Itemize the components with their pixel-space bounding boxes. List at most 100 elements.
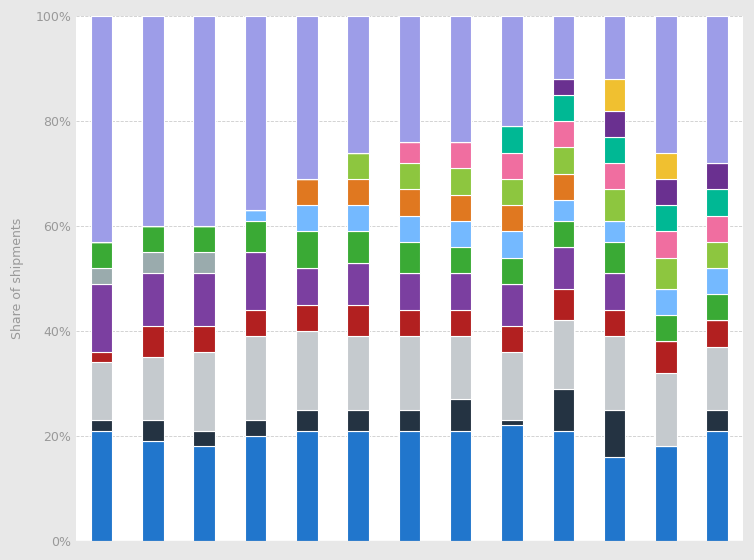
- Bar: [604, 221, 625, 242]
- Bar: [399, 410, 420, 431]
- Bar: [245, 16, 266, 210]
- Bar: [501, 426, 523, 541]
- Bar: [655, 16, 676, 152]
- Bar: [604, 310, 625, 336]
- Bar: [553, 389, 574, 431]
- Bar: [553, 247, 574, 289]
- Bar: [553, 320, 574, 389]
- Bar: [655, 342, 676, 373]
- Bar: [90, 268, 112, 284]
- Bar: [194, 352, 215, 431]
- Bar: [399, 189, 420, 216]
- Bar: [194, 252, 215, 273]
- Bar: [501, 326, 523, 352]
- Bar: [706, 347, 728, 410]
- Bar: [501, 284, 523, 326]
- Bar: [655, 289, 676, 315]
- Bar: [143, 252, 164, 273]
- Bar: [143, 226, 164, 252]
- Bar: [604, 79, 625, 110]
- Bar: [501, 179, 523, 205]
- Bar: [143, 16, 164, 226]
- Bar: [194, 326, 215, 352]
- Bar: [348, 179, 369, 205]
- Bar: [501, 16, 523, 127]
- Bar: [604, 273, 625, 310]
- Bar: [501, 420, 523, 426]
- Bar: [706, 189, 728, 216]
- Bar: [90, 352, 112, 362]
- Bar: [450, 194, 471, 221]
- Bar: [348, 231, 369, 263]
- Bar: [245, 252, 266, 310]
- Bar: [143, 357, 164, 420]
- Bar: [655, 179, 676, 205]
- Bar: [194, 273, 215, 326]
- Bar: [501, 352, 523, 420]
- Bar: [706, 268, 728, 294]
- Bar: [90, 420, 112, 431]
- Bar: [143, 273, 164, 326]
- Bar: [194, 16, 215, 226]
- Bar: [655, 315, 676, 342]
- Bar: [655, 152, 676, 179]
- Bar: [604, 457, 625, 541]
- Bar: [348, 410, 369, 431]
- Bar: [90, 431, 112, 541]
- Bar: [553, 431, 574, 541]
- Bar: [399, 142, 420, 163]
- Bar: [245, 436, 266, 541]
- Bar: [604, 242, 625, 273]
- Bar: [296, 205, 317, 231]
- Bar: [553, 289, 574, 320]
- Bar: [348, 205, 369, 231]
- Bar: [296, 16, 317, 179]
- Bar: [245, 420, 266, 436]
- Bar: [706, 431, 728, 541]
- Bar: [553, 221, 574, 247]
- Bar: [399, 336, 420, 410]
- Bar: [296, 179, 317, 205]
- Bar: [399, 242, 420, 273]
- Bar: [143, 326, 164, 357]
- Bar: [655, 205, 676, 231]
- Bar: [194, 446, 215, 541]
- Bar: [553, 95, 574, 121]
- Bar: [90, 16, 112, 242]
- Bar: [655, 258, 676, 289]
- Bar: [501, 205, 523, 231]
- Bar: [194, 431, 215, 446]
- Bar: [604, 110, 625, 137]
- Bar: [194, 226, 215, 252]
- Bar: [604, 16, 625, 79]
- Bar: [450, 169, 471, 194]
- Bar: [450, 16, 471, 142]
- Bar: [296, 305, 317, 331]
- Bar: [450, 273, 471, 310]
- Bar: [655, 373, 676, 446]
- Bar: [501, 127, 523, 152]
- Bar: [296, 410, 317, 431]
- Bar: [450, 247, 471, 273]
- Bar: [604, 410, 625, 457]
- Bar: [706, 216, 728, 242]
- Bar: [348, 16, 369, 152]
- Bar: [450, 431, 471, 541]
- Bar: [399, 310, 420, 336]
- Bar: [348, 305, 369, 336]
- Bar: [501, 258, 523, 284]
- Bar: [553, 174, 574, 200]
- Bar: [501, 152, 523, 179]
- Bar: [450, 142, 471, 169]
- Bar: [553, 147, 574, 174]
- Bar: [90, 242, 112, 268]
- Bar: [553, 16, 574, 79]
- Bar: [296, 268, 317, 305]
- Bar: [706, 16, 728, 163]
- Bar: [604, 189, 625, 221]
- Bar: [143, 420, 164, 441]
- Bar: [245, 221, 266, 252]
- Bar: [143, 441, 164, 541]
- Bar: [450, 399, 471, 431]
- Bar: [553, 121, 574, 147]
